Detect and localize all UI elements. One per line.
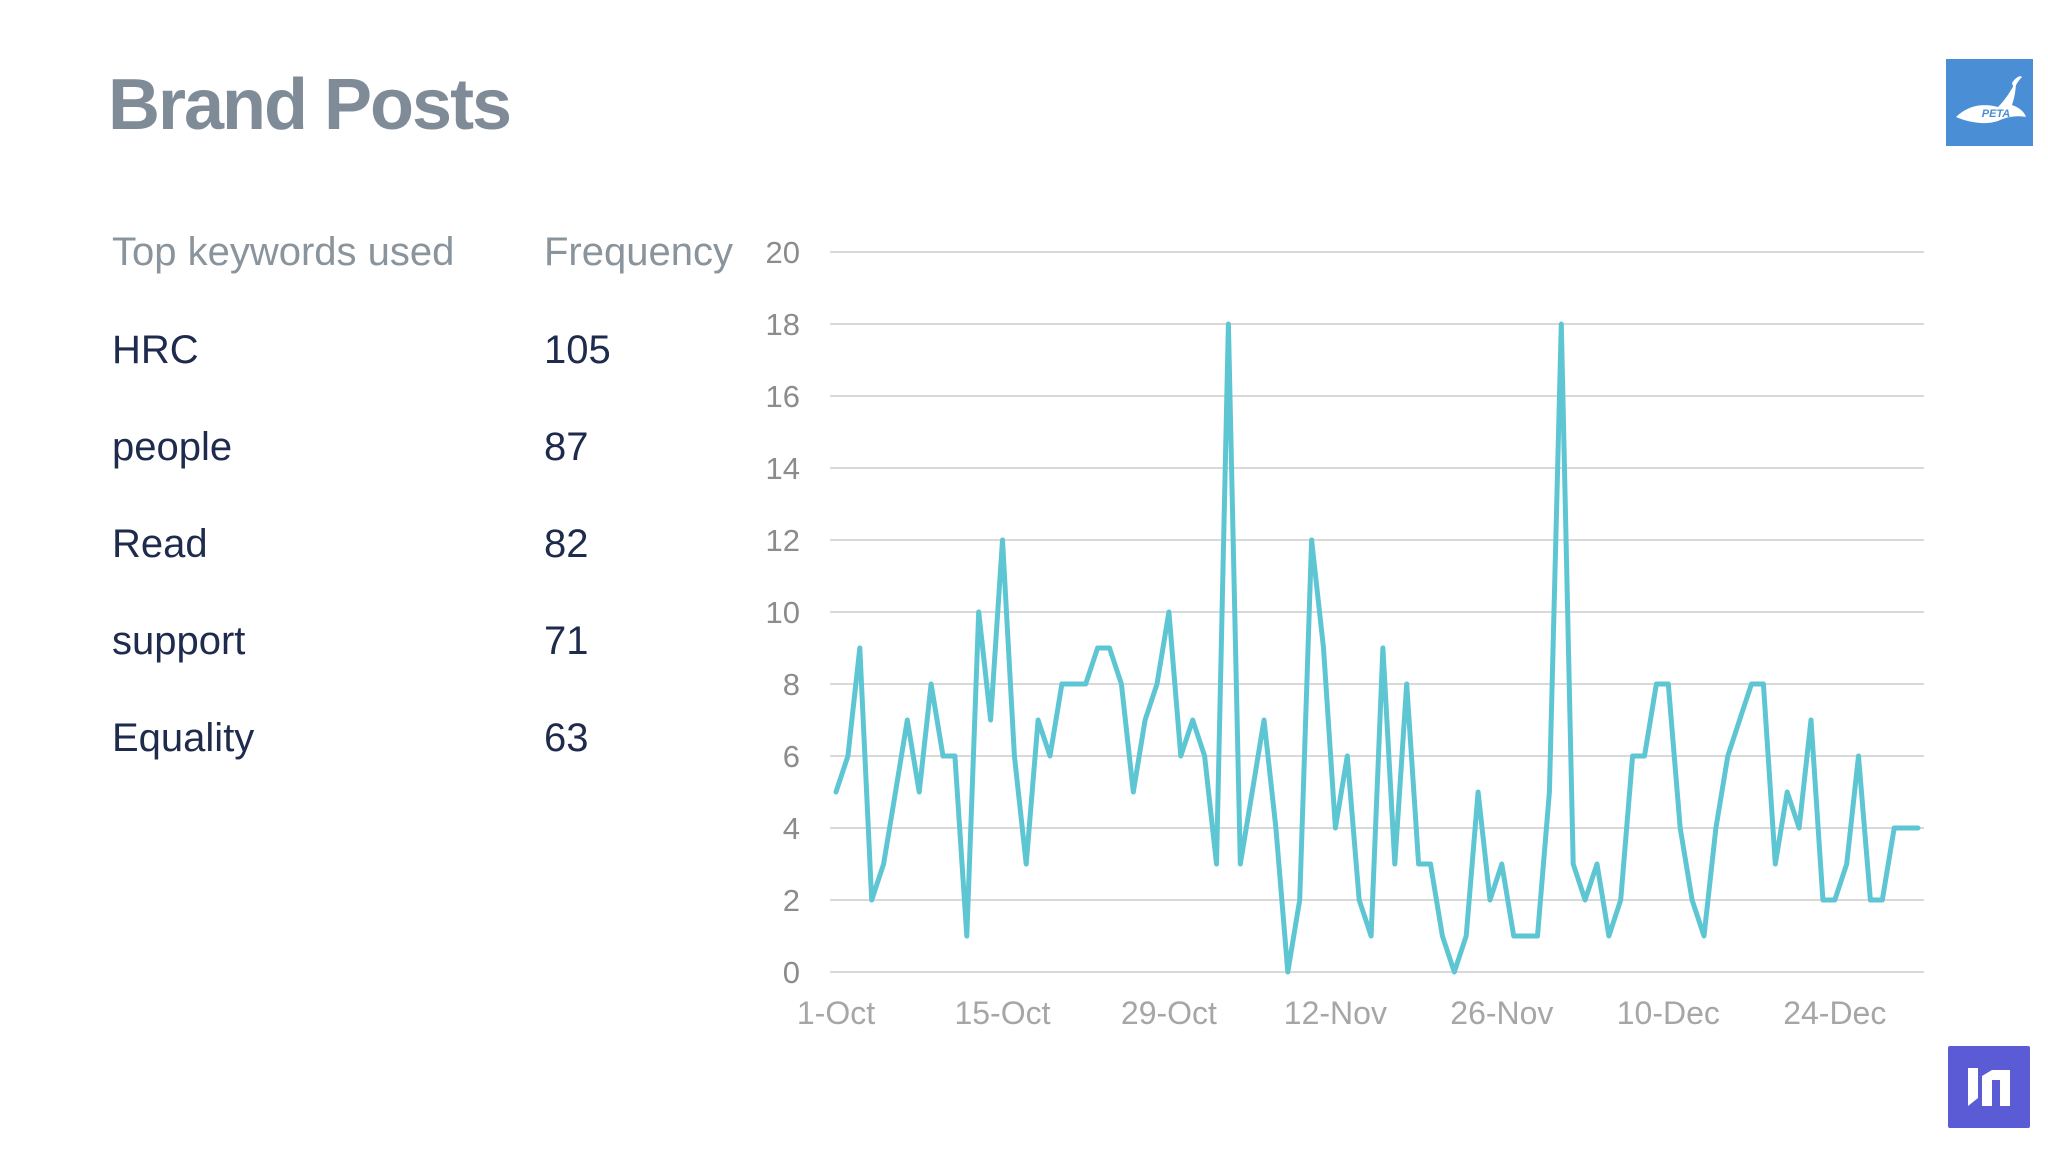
keyword-cell: people: [112, 425, 233, 469]
x-tick-label: 1-Oct: [797, 995, 875, 1031]
keyword-cell: Equality: [112, 716, 255, 760]
keyword-cell: support: [112, 619, 246, 663]
page-title: Brand Posts: [108, 65, 512, 145]
keyword-cell: HRC: [112, 328, 199, 372]
brand-logo-icon: [1948, 1046, 2030, 1128]
frequency-cell: 63: [544, 716, 589, 760]
y-tick-label: 14: [766, 451, 800, 486]
peta-logo-text: PETA: [1982, 108, 2011, 120]
x-tick-label: 29-Oct: [1121, 995, 1217, 1031]
y-tick-label: 16: [766, 379, 800, 414]
frequency-cell: 87: [544, 425, 589, 469]
peta-logo-icon: PETA: [1946, 59, 2033, 146]
keyword-cell: Read: [112, 522, 208, 566]
frequency-cell: 105: [544, 328, 611, 372]
frequency-cell: 71: [544, 619, 589, 663]
series-line: [833, 321, 1921, 975]
frequency-column-header: Frequency: [544, 230, 733, 274]
keyword-column-header: Top keywords used: [112, 230, 455, 274]
table-row: Equality 63: [112, 716, 752, 776]
y-tick-label: 0: [783, 955, 800, 990]
y-tick-label: 10: [766, 595, 800, 630]
x-tick-label: 26-Nov: [1450, 995, 1553, 1031]
table-row: people 87: [112, 425, 752, 485]
table-row: Read 82: [112, 522, 752, 582]
x-tick-label: 12-Nov: [1284, 995, 1387, 1031]
frequency-cell: 82: [544, 522, 589, 566]
y-tick-label: 8: [783, 667, 800, 702]
y-tick-label: 6: [783, 739, 800, 774]
y-tick-label: 12: [766, 523, 800, 558]
table-row: support 71: [112, 619, 752, 679]
x-tick-label: 10-Dec: [1617, 995, 1720, 1031]
y-tick-label: 2: [783, 883, 800, 918]
y-tick-label: 4: [783, 811, 800, 846]
x-tick-label: 24-Dec: [1783, 995, 1886, 1031]
table-row: HRC 105: [112, 328, 752, 388]
x-tick-label: 15-Oct: [954, 995, 1050, 1031]
y-tick-label: 20: [766, 235, 800, 270]
y-tick-label: 18: [766, 307, 800, 342]
